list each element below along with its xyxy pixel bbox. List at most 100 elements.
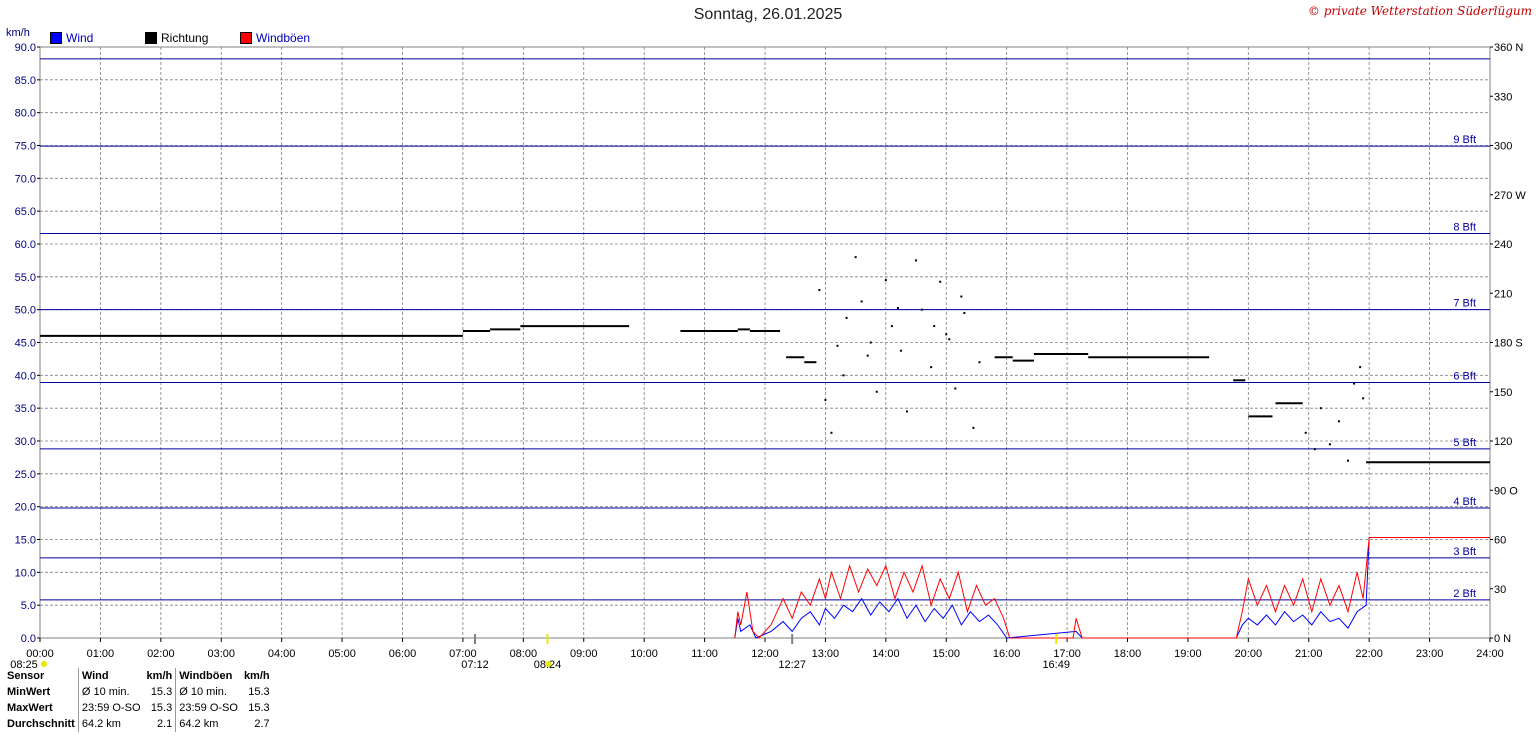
legend-swatch-richtung	[145, 32, 157, 44]
direction-point	[899, 349, 902, 352]
legend-item-richtung: Richtung	[145, 31, 208, 45]
stats-header: Sensor	[7, 670, 45, 682]
x-tick-label: 20:00	[1235, 648, 1263, 660]
direction-point	[875, 390, 878, 393]
credit-text: © private Wetterstation Süderlügum	[1307, 4, 1532, 18]
y-tick-label: 5.0	[21, 600, 36, 612]
marker-a-label: 07:12	[461, 659, 489, 671]
series-line-wind	[734, 537, 1490, 639]
direction-point	[1362, 397, 1365, 400]
stats-cell: Ø 10 min.	[175, 684, 241, 700]
direction-point	[1353, 382, 1356, 385]
direction-point	[860, 300, 863, 303]
x-tick-label: 08:00	[510, 648, 538, 660]
y2-tick-label: 90 O	[1494, 485, 1518, 497]
x-tick-label: 13:00	[812, 648, 840, 660]
y-tick-label: 45.0	[15, 338, 36, 350]
x-tick-label: 04:00	[268, 648, 296, 660]
stats-cell: MinWert	[7, 686, 51, 698]
stats-header: km/h	[146, 670, 173, 682]
x-tick-label: 24:00	[1476, 648, 1504, 660]
stats-cell: 2.1	[156, 718, 173, 730]
direction-point	[1337, 420, 1340, 423]
x-tick-label: 00:00	[26, 648, 54, 660]
y-tick-label: 60.0	[15, 239, 36, 251]
stats-cell: 64.2 km	[175, 716, 241, 732]
legend-label-richtung: Richtung	[161, 31, 209, 45]
x-tick-label: 18:00	[1114, 648, 1142, 660]
x-tick-label: 21:00	[1295, 648, 1323, 660]
stats-row: Durchschnitt 64.2 km 2.1 64.2 km 2.7	[4, 716, 273, 732]
y-tick-label: 50.0	[15, 305, 36, 317]
chart-title: Sonntag, 26.01.2025	[693, 6, 843, 23]
direction-point	[945, 333, 948, 336]
beaufort-label: 7 Bft	[1453, 298, 1476, 310]
y2-tick-label: 30	[1494, 584, 1506, 596]
beaufort-label: 3 Bft	[1453, 546, 1476, 558]
x-tick-label: 23:00	[1416, 648, 1444, 660]
direction-point	[824, 398, 827, 401]
direction-point	[1304, 431, 1307, 434]
x-tick-label: 06:00	[389, 648, 417, 660]
x-tick-label: 19:00	[1174, 648, 1202, 660]
direction-point	[1328, 443, 1331, 446]
y2-tick-label: 60	[1494, 535, 1506, 547]
stats-header: Wind	[77, 668, 144, 684]
y-tick-label: 80.0	[15, 108, 36, 120]
legend-swatch-windboeen	[240, 32, 252, 44]
stats-cell: 15.3	[150, 702, 173, 714]
y-tick-label: 35.0	[15, 403, 36, 415]
direction-point	[921, 308, 924, 311]
y2-tick-label: 360 N	[1494, 42, 1523, 54]
sun-dot-icon	[41, 661, 47, 667]
stats-cell: Ø 10 min.	[77, 684, 144, 700]
direction-point	[1319, 407, 1322, 410]
x-tick-label: 16:00	[993, 648, 1021, 660]
direction-point	[818, 288, 821, 291]
x-tick-label: 17:00	[1053, 648, 1081, 660]
direction-point	[890, 325, 893, 328]
y2-tick-label: 240	[1494, 239, 1512, 251]
x-tick-label: 05:00	[328, 648, 356, 660]
direction-point	[866, 354, 869, 357]
x-tick-label: 02:00	[147, 648, 175, 660]
y2-tick-label: 330	[1494, 91, 1512, 103]
direction-point	[836, 344, 839, 347]
stats-header-row: Sensor Wind km/h Windböen km/h	[4, 668, 273, 684]
marker-b-label: 12:27	[778, 659, 806, 671]
direction-point	[845, 316, 848, 319]
y2-tick-label: 150	[1494, 387, 1512, 399]
y-axis-unit: km/h	[6, 27, 30, 39]
legend-item-windboeen: Windböen	[240, 31, 310, 45]
y-tick-label: 65.0	[15, 206, 36, 218]
direction-point	[960, 295, 963, 298]
x-tick-label: 14:00	[872, 648, 900, 660]
stats-row: MinWert Ø 10 min. 15.3 Ø 10 min. 15.3	[4, 684, 273, 700]
stats-row: MaxWert 23:59 O-SO 15.3 23:59 O-SO 15.3	[4, 700, 273, 716]
y-tick-label: 30.0	[15, 436, 36, 448]
stats-cell: 23:59 O-SO	[175, 700, 241, 716]
stats-cell: 2.7	[254, 718, 270, 730]
stats-cell: 23:59 O-SO	[77, 700, 144, 716]
y-tick-label: 10.0	[15, 567, 36, 579]
y2-tick-label: 270 W	[1494, 190, 1526, 202]
x-tick-label: 07:00	[449, 648, 477, 660]
stats-header: Windböen	[175, 668, 241, 684]
y-tick-label: 25.0	[15, 469, 36, 481]
direction-point	[978, 361, 981, 364]
legend-label-windboeen: Windböen	[256, 31, 311, 45]
y-tick-label: 20.0	[15, 502, 36, 514]
x-tick-label: 03:00	[207, 648, 235, 660]
direction-point	[869, 341, 872, 344]
y-tick-label: 90.0	[15, 42, 36, 54]
stats-header: km/h	[243, 670, 270, 682]
beaufort-label: 6 Bft	[1453, 371, 1476, 383]
y2-tick-label: 300	[1494, 141, 1512, 153]
direction-point	[905, 410, 908, 413]
direction-point	[948, 338, 951, 341]
direction-point	[1359, 366, 1362, 369]
direction-point	[884, 279, 887, 282]
legend-swatch-wind	[50, 32, 62, 44]
x-tick-label: 11:00	[691, 648, 718, 660]
